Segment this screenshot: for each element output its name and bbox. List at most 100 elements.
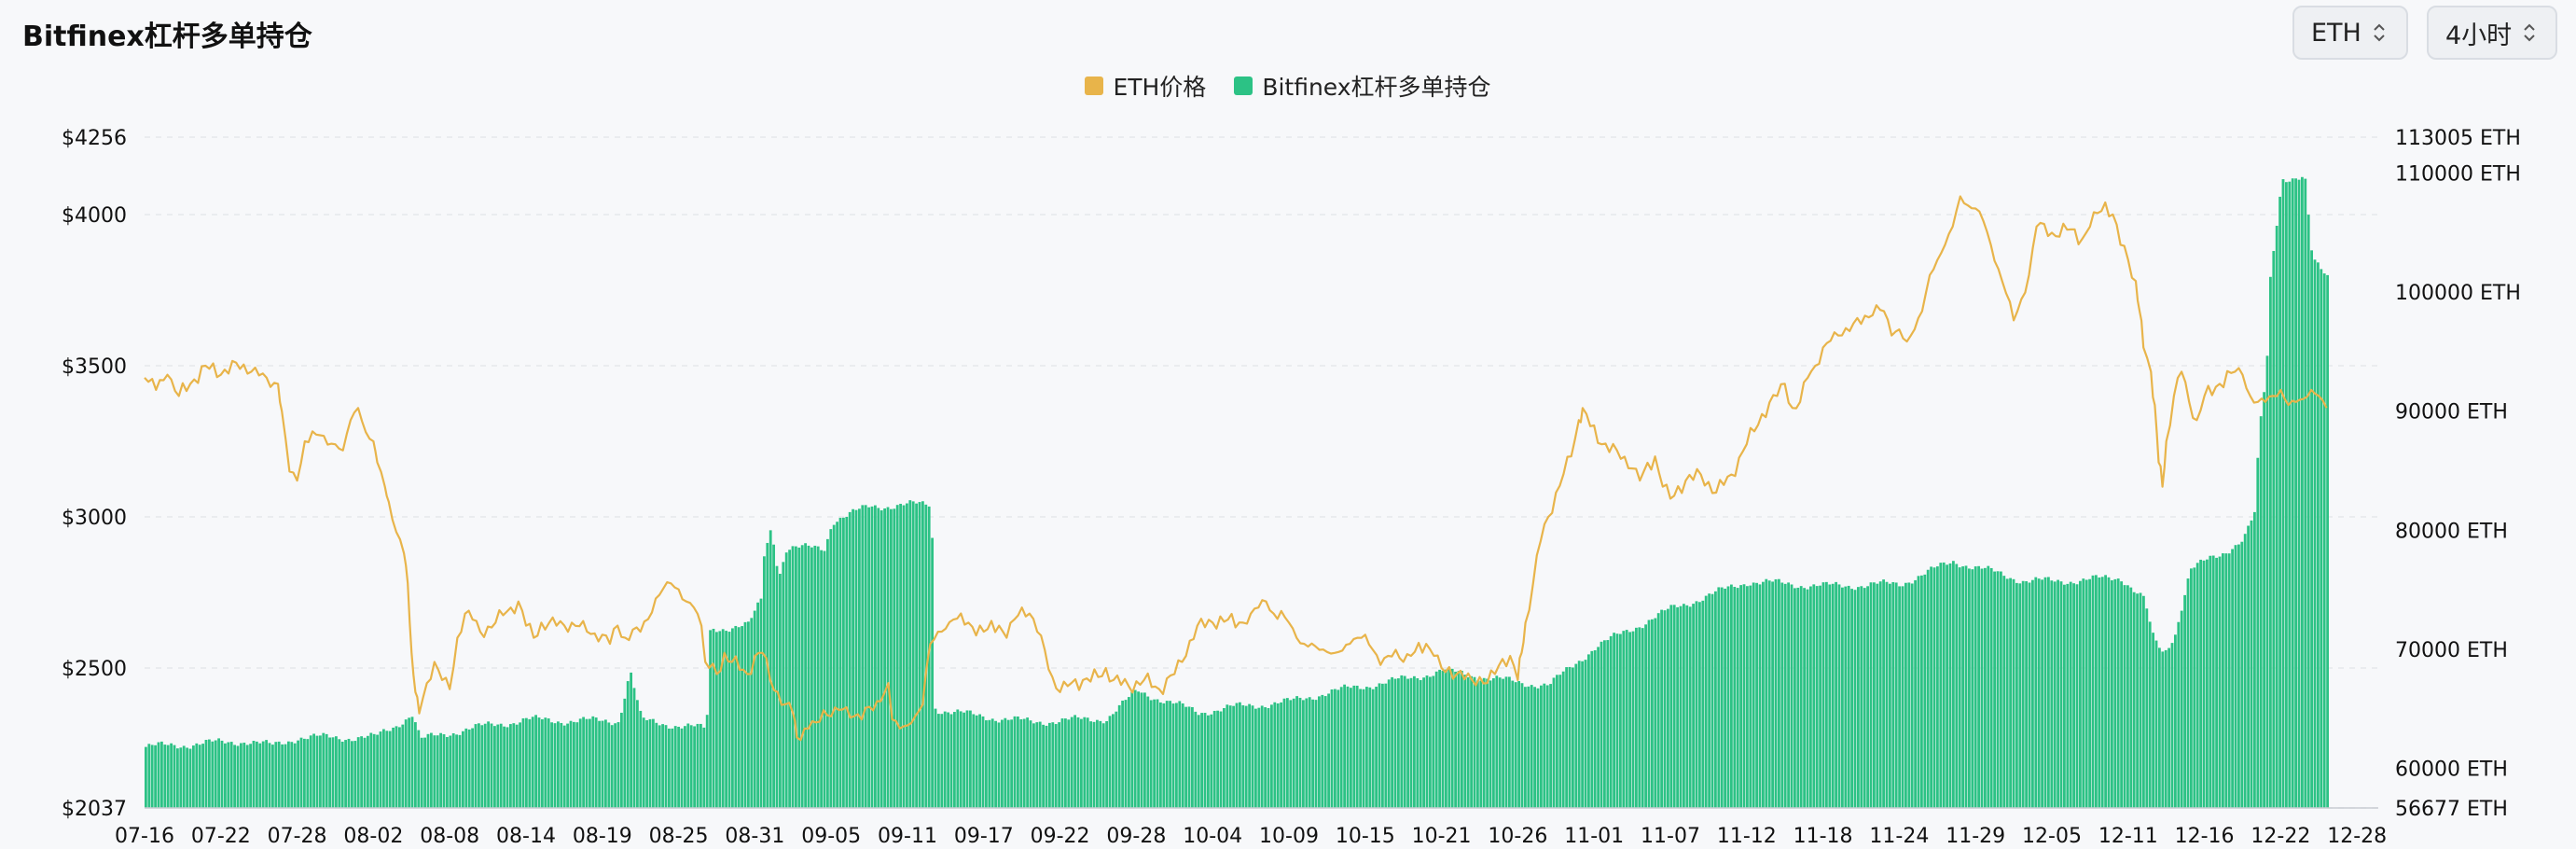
bar xyxy=(2009,578,2012,808)
bar xyxy=(1946,564,1948,808)
legend-item-long-positions[interactable]: Bitfinex杠杆多单持仓 xyxy=(1234,69,1491,103)
bar xyxy=(198,745,201,808)
bar xyxy=(1581,661,1584,808)
bar xyxy=(1907,582,1911,808)
bar xyxy=(1958,567,1961,808)
bar xyxy=(645,720,648,808)
bar xyxy=(1825,581,1828,808)
bar xyxy=(1235,703,1239,808)
bar xyxy=(2272,251,2276,808)
bar xyxy=(731,628,734,808)
bar xyxy=(242,742,246,808)
bar xyxy=(2211,555,2215,808)
bar xyxy=(2215,557,2218,808)
x-tick-label: 10-15 xyxy=(1336,825,1395,848)
y-right-tick-label: 70000 ETH xyxy=(2395,639,2508,662)
bar xyxy=(1984,567,1987,808)
x-tick-label: 09-22 xyxy=(1031,825,1090,848)
bar xyxy=(1873,582,1876,808)
bar xyxy=(1917,576,1920,808)
bar xyxy=(890,508,893,808)
legend-label-price: ETH价格 xyxy=(1113,74,1207,101)
bar xyxy=(610,725,614,808)
bar xyxy=(1787,582,1790,808)
bar xyxy=(2161,651,2165,808)
bar xyxy=(985,720,988,808)
x-tick-label: 09-05 xyxy=(801,825,861,848)
bar xyxy=(1635,627,1638,808)
x-tick-label: 08-31 xyxy=(725,825,784,848)
bar xyxy=(1409,677,1413,808)
bar xyxy=(2209,555,2212,808)
bar xyxy=(686,723,690,808)
bar xyxy=(1803,588,1806,808)
bar xyxy=(436,735,439,808)
bar xyxy=(1393,678,1397,808)
bar xyxy=(1996,571,2000,808)
interval-select[interactable]: 4小时 xyxy=(2427,6,2557,60)
bar xyxy=(915,503,918,808)
bar xyxy=(557,721,560,808)
bar xyxy=(1384,683,1388,808)
bar xyxy=(1878,581,1882,808)
bar xyxy=(2104,575,2107,808)
bar xyxy=(2018,583,2022,808)
bar xyxy=(1701,600,1705,808)
x-tick-label: 11-01 xyxy=(1564,825,1624,848)
bar xyxy=(632,688,636,808)
bar xyxy=(1200,713,1203,808)
bar xyxy=(490,723,493,808)
bar xyxy=(800,545,804,808)
bar xyxy=(2243,534,2247,808)
bar xyxy=(1017,716,1019,808)
bar xyxy=(1683,604,1685,808)
bar xyxy=(1352,685,1356,808)
bar xyxy=(1203,713,1207,808)
bar xyxy=(578,718,582,808)
chart-legend: ETH价格 Bitfinex杠杆多单持仓 xyxy=(0,69,2576,103)
bar xyxy=(582,717,585,808)
bar xyxy=(1889,583,1891,808)
bar xyxy=(1556,675,1558,808)
bar xyxy=(1720,587,1724,808)
bar xyxy=(874,505,877,808)
bar xyxy=(858,508,861,808)
bar xyxy=(772,544,775,808)
bar xyxy=(322,732,325,808)
bar xyxy=(2132,592,2136,808)
bar xyxy=(145,746,147,808)
bar xyxy=(512,723,516,808)
bar xyxy=(176,748,179,808)
x-tick-label: 08-14 xyxy=(496,825,556,848)
bar xyxy=(157,742,160,808)
bar xyxy=(1904,582,1907,808)
bar xyxy=(426,733,430,808)
bar xyxy=(525,717,528,808)
bar xyxy=(2167,647,2170,808)
bar xyxy=(2313,259,2317,808)
bar xyxy=(895,505,899,808)
bar xyxy=(1955,564,1959,808)
bar xyxy=(2253,511,2256,808)
bar xyxy=(204,740,208,808)
bar xyxy=(442,734,446,808)
bar xyxy=(2288,181,2292,808)
bar xyxy=(315,735,319,808)
x-tick-label: 09-11 xyxy=(878,825,937,848)
bar xyxy=(367,735,369,808)
bar xyxy=(737,627,741,808)
bar xyxy=(1948,563,1952,808)
bar xyxy=(2031,579,2034,808)
asset-select[interactable]: ETH xyxy=(2292,6,2408,60)
bar xyxy=(639,710,643,808)
bar xyxy=(353,741,357,808)
bar xyxy=(287,741,290,808)
bar xyxy=(224,743,227,808)
bar xyxy=(1232,705,1235,808)
bar xyxy=(271,745,274,808)
bar xyxy=(1121,700,1124,808)
legend-item-price[interactable]: ETH价格 xyxy=(1085,69,1206,103)
bar xyxy=(1952,561,1955,808)
bar xyxy=(2281,179,2285,808)
